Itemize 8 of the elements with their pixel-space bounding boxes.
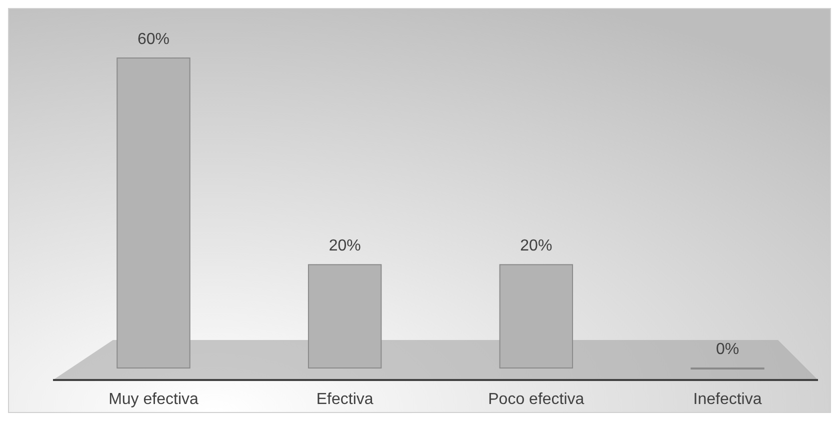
data-label: 0%: [716, 341, 740, 358]
data-label: 60%: [137, 31, 170, 48]
x-tick-label: Poco efectiva: [488, 391, 584, 408]
x-tick-label: Efectiva: [316, 391, 374, 408]
x-tick-label: Inefectiva: [693, 391, 762, 408]
data-label: 20%: [328, 238, 361, 255]
data-label: 20%: [520, 238, 552, 255]
x-tick-label: Muy efectiva: [108, 391, 198, 408]
